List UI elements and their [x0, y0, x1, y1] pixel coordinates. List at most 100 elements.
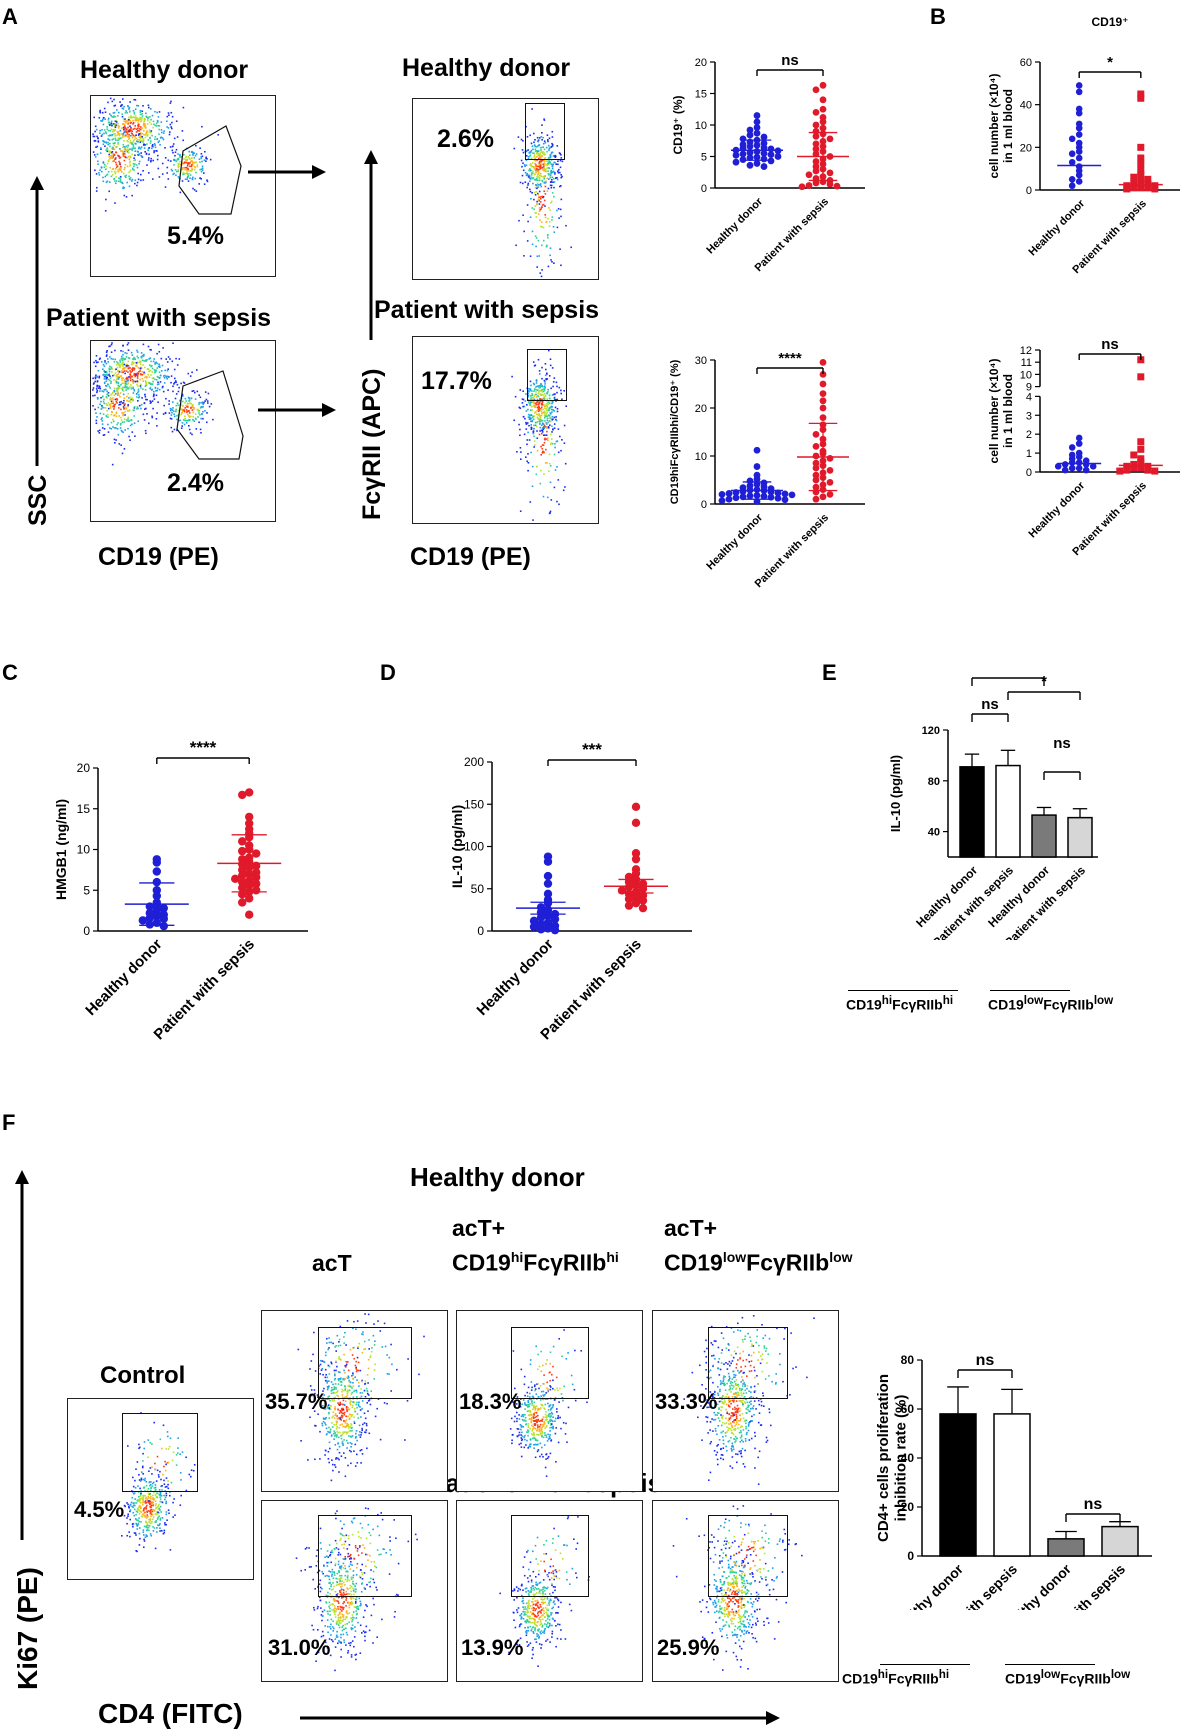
y-tick-label: 0: [701, 499, 707, 511]
bracket-line: [1005, 1664, 1095, 1665]
data-point: [1068, 459, 1076, 466]
data-point: [1137, 455, 1145, 463]
data-point: [1137, 160, 1145, 168]
bar: [1067, 816, 1093, 858]
data-point: [760, 149, 768, 157]
data-point: [753, 118, 761, 126]
y-axis-label: inhibition rate (%): [892, 1395, 909, 1522]
data-point: [245, 910, 254, 919]
data-point: [746, 143, 754, 150]
x-tick-label: Patient with sepsis: [151, 936, 259, 1044]
data-point: [1144, 180, 1152, 188]
data-point: [1116, 467, 1124, 475]
data-point: [1068, 444, 1076, 451]
y-tick-label: 5: [83, 883, 90, 897]
data-point: [753, 160, 761, 167]
flow-plot-act-hi-healthy: 18.3%: [456, 1310, 643, 1492]
y-tick-label: 150: [464, 797, 484, 811]
panel-label-f: F: [2, 1110, 16, 1135]
data-point: [812, 158, 820, 165]
data-point: [1137, 373, 1145, 381]
data-point: [812, 476, 820, 484]
bracket-line: [880, 1664, 970, 1665]
subset-label-hi: CD19hiFcγRIIbhi: [846, 994, 954, 1013]
y-tick-label: 15: [695, 89, 707, 101]
data-point: [1137, 438, 1145, 446]
chart-title: CD19⁺: [1091, 15, 1128, 29]
data-point: [753, 475, 761, 483]
gate-pct: 13.9%: [461, 1635, 524, 1660]
data-point: [767, 151, 775, 159]
y-tick-label: 20: [1020, 142, 1032, 154]
flow-plot-act-hi-sepsis: 13.9%: [456, 1500, 643, 1682]
data-point: [159, 903, 168, 913]
data-point: [819, 380, 827, 388]
flow-a-y-label: SSC: [24, 474, 52, 526]
flow-plot-act-low-healthy: 33.3%: [652, 1310, 839, 1492]
data-point: [1137, 90, 1145, 98]
bar: [959, 766, 985, 858]
bar: [1047, 1538, 1085, 1557]
data-point: [1137, 464, 1145, 472]
data-point: [238, 790, 247, 800]
data-point: [732, 494, 740, 502]
flow-plot-cd19-sepsis: 2.4%: [90, 340, 276, 522]
data-point: [1130, 460, 1138, 468]
gate-pct: 4.5%: [74, 1497, 125, 1522]
chart-il10: 0 50 100 150 200 IL-10 (pg/ml) Healthy donorPa…: [449, 740, 692, 1043]
y-tick-label: 2: [1026, 429, 1032, 441]
data-point: [732, 158, 740, 166]
data-point: [1075, 109, 1083, 117]
data-point: [152, 858, 161, 867]
data-point: [1061, 461, 1069, 468]
data-point: [231, 874, 240, 884]
data-point: [1068, 176, 1076, 183]
data-point: [746, 154, 754, 162]
subset-label-low: CD19lowFcγRIIblow: [1005, 1668, 1131, 1687]
data-point: [1075, 154, 1083, 162]
data-point: [1089, 463, 1097, 470]
data-point: [529, 916, 539, 926]
panel-label-b: B: [930, 4, 946, 29]
data-point: [1144, 466, 1152, 474]
data-point: [746, 477, 754, 485]
col-label-act-hi: acT+ CD19hiFcγRIIbhi: [452, 1215, 619, 1276]
data-point: [550, 914, 560, 924]
data-point: [1075, 464, 1083, 472]
data-point: [760, 163, 768, 170]
y-tick-label: 20: [695, 57, 707, 69]
x-tick-label: Healthy donor: [704, 511, 765, 572]
data-point: [753, 112, 761, 119]
density-scatter: [511, 349, 567, 521]
y-tick-label: 0: [1026, 185, 1032, 197]
y-tick-label: 1: [1026, 448, 1032, 460]
chart-proliferation-inhibition: 0 20 40 60 80 CD4+ cells proliferation inhibit…: [875, 1352, 1152, 1610]
flow-plot-act-healthy: 35.7%: [261, 1310, 448, 1492]
data-point: [774, 494, 782, 502]
data-point: [536, 913, 546, 922]
y-tick-label: 120: [922, 725, 940, 737]
data-point: [725, 495, 733, 503]
data-point: [1068, 135, 1076, 143]
gate-pct: 25.9%: [657, 1635, 720, 1660]
flow-a-x-label: CD19 (PE): [98, 543, 219, 571]
data-point: [812, 471, 820, 479]
data-point: [760, 155, 768, 163]
data-point: [1137, 167, 1145, 175]
density-scatter: [499, 1516, 590, 1667]
y-tick-label: 10: [695, 120, 707, 132]
data-point: [529, 922, 539, 931]
flow-plot-act-low-sepsis: 25.9%: [652, 1500, 839, 1682]
data-point: [805, 182, 813, 189]
data-point: [631, 818, 641, 828]
data-point: [245, 894, 254, 903]
flow-plot-fcgr-healthy: 2.6%: [412, 98, 599, 280]
data-point: [819, 81, 827, 89]
data-point: [238, 883, 247, 893]
data-point: [812, 140, 820, 148]
y-tick-label: 80: [901, 1353, 915, 1367]
data-point: [739, 150, 747, 158]
data-point: [739, 493, 747, 501]
data-point: [1137, 184, 1145, 192]
subset-label-hi: CD19hiFcγRIIbhi: [842, 1668, 950, 1687]
